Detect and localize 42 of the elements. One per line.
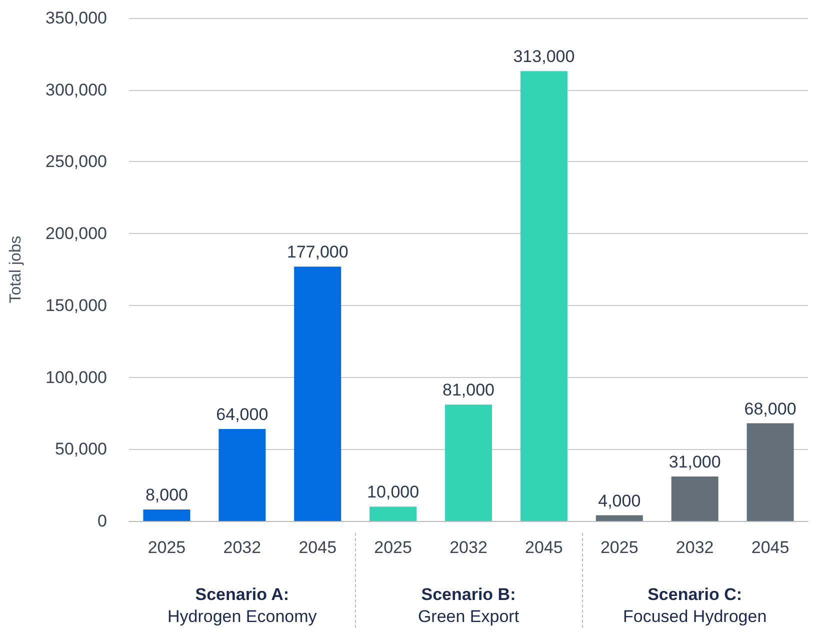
text: Scenario A: [195, 585, 290, 604]
text: Scenario C: [648, 585, 742, 604]
bar [520, 71, 568, 521]
y-tick-label: 0 [98, 512, 107, 530]
bar [671, 476, 718, 521]
data-label: 177,000 [286, 242, 348, 262]
text: Hydrogen Economy [168, 606, 317, 628]
data-label: 8,000 [145, 486, 188, 505]
bar [596, 515, 643, 521]
x-tick-label: 2025 [374, 538, 412, 557]
data-label: 10,000 [367, 482, 420, 502]
bar [294, 266, 342, 521]
bar [445, 404, 492, 521]
data-label: 64,000 [216, 405, 268, 424]
x-tick-label: 2025 [148, 538, 186, 557]
y-tick-label: 100,000 [46, 368, 107, 387]
y-tick-label: 150,000 [46, 296, 107, 315]
x-tick-label: 2032 [223, 538, 262, 557]
x-tick-label: 2032 [450, 538, 488, 557]
text: Scenario B: [421, 585, 516, 604]
bar [370, 506, 417, 521]
x-tick-label: 2032 [676, 538, 714, 557]
y-tick-label: 50,000 [55, 440, 107, 459]
y-axis-title: Total jobs [8, 236, 24, 304]
data-label: 4,000 [598, 491, 641, 510]
x-tick-label: 2045 [525, 538, 563, 557]
x-tick-label: 2045 [298, 538, 337, 557]
data-label: 31,000 [668, 452, 721, 472]
text: Green Export [418, 606, 520, 628]
data-label: 313,000 [513, 47, 575, 66]
bar [143, 510, 190, 521]
y-tick-label: 200,000 [46, 224, 107, 244]
x-tick-label: 2045 [751, 538, 790, 557]
text: Focused Hydrogen [623, 606, 767, 628]
data-label: 81,000 [442, 380, 494, 400]
y-tick-label: 300,000 [46, 80, 107, 100]
x-tick-label: 2025 [600, 538, 638, 557]
data-label: 68,000 [744, 399, 796, 418]
y-tick-label: 350,000 [46, 8, 107, 28]
y-tick-label: 250,000 [46, 152, 107, 172]
bar [746, 423, 794, 521]
bar [218, 429, 266, 521]
